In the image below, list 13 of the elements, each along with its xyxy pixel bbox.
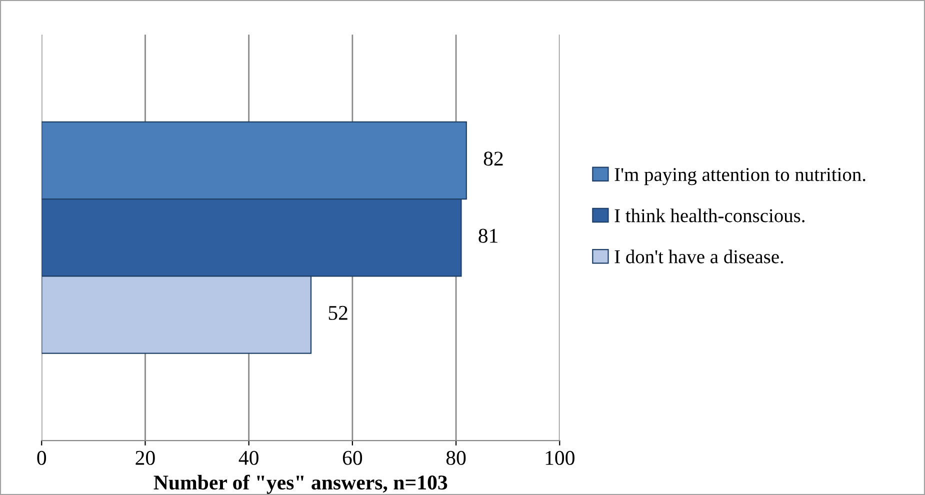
x-tick-label: 20: [136, 450, 155, 465]
data-label: 81: [478, 228, 498, 243]
legend-label: I think health-conscious.: [614, 208, 804, 222]
x-tick-label: 0: [37, 450, 46, 465]
x-tick-label: 60: [342, 450, 362, 465]
legend-label: I'm paying attention to nutrition.: [614, 168, 866, 186]
x-tick-label: 100: [546, 450, 574, 465]
data-label: 82: [484, 152, 503, 166]
x-tick-label: 80: [446, 450, 466, 465]
x-axis-title: Number of "yes" answers, n=103: [154, 474, 448, 494]
x-tick-label: 40: [238, 450, 258, 465]
legend-label: I don't have a disease.: [614, 250, 784, 264]
data-label: 52: [328, 306, 348, 320]
